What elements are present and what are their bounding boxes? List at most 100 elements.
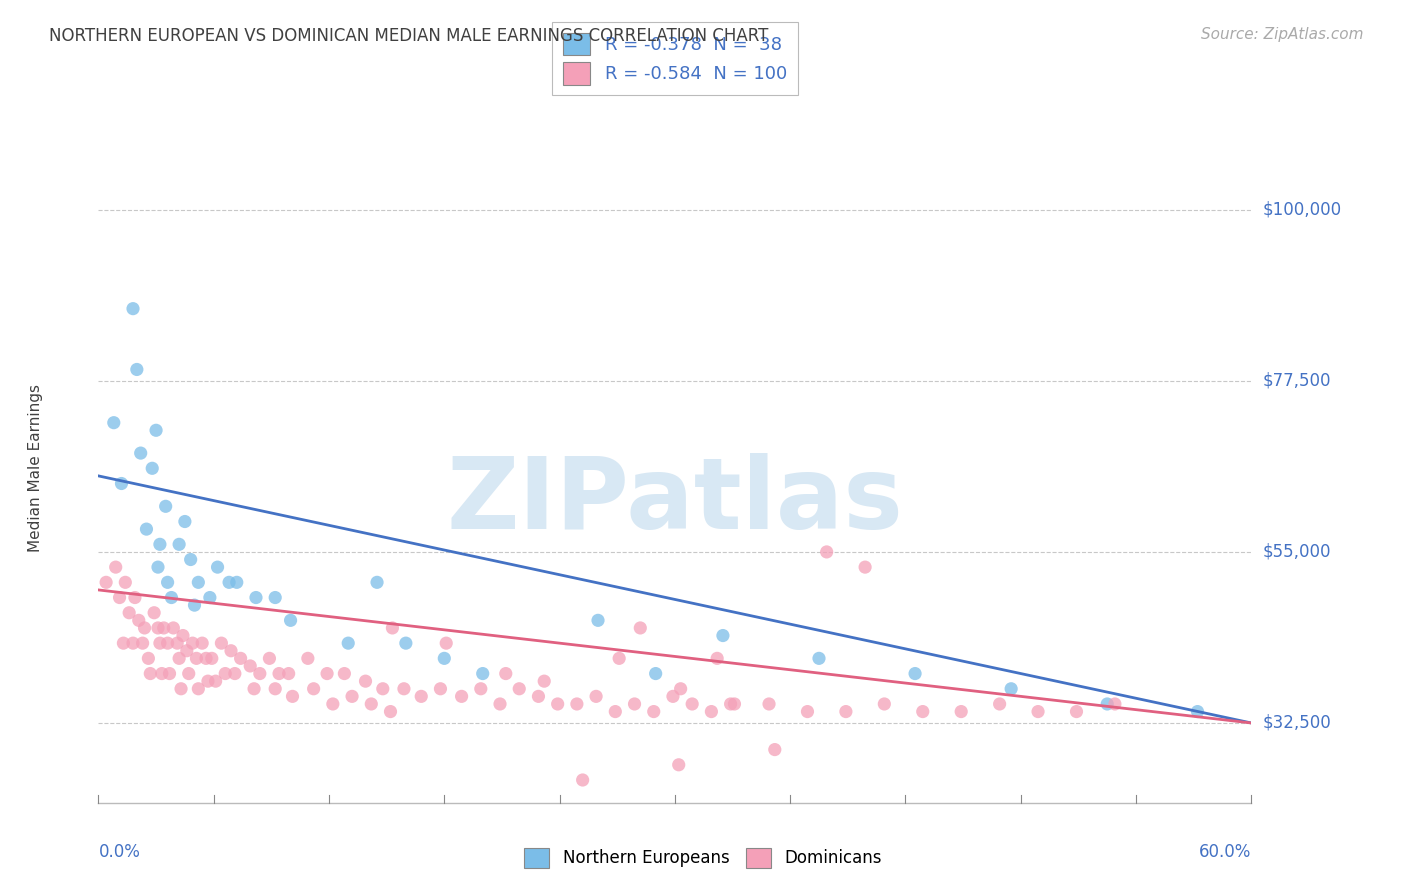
Point [586,613,609,627]
Text: $77,500: $77,500 [1263,372,1331,390]
Point [135,522,157,536]
Point [162,621,184,635]
Point [138,651,160,665]
Point [763,742,786,756]
Point [281,690,304,704]
Point [150,666,173,681]
Point [146,560,169,574]
Point [470,681,492,696]
Point [1187,705,1209,719]
Point [128,613,150,627]
Point [700,705,723,719]
Point [796,705,818,719]
Point [174,515,197,529]
Point [181,636,204,650]
Text: NORTHERN EUROPEAN VS DOMINICAN MEDIAN MALE EARNINGS CORRELATION CHART: NORTHERN EUROPEAN VS DOMINICAN MEDIAN MA… [49,27,769,45]
Point [129,446,152,460]
Point [434,636,457,650]
Point [264,591,287,605]
Text: 0.0%: 0.0% [98,843,141,861]
Point [1000,681,1022,696]
Point [366,575,388,590]
Point [316,666,339,681]
Point [1097,697,1119,711]
Point [218,575,240,590]
Point [259,651,281,665]
Point [322,697,344,711]
Point [340,690,363,704]
Point [204,674,226,689]
Point [186,651,208,665]
Point [395,636,418,650]
Point [243,681,266,696]
Point [131,636,153,650]
Point [644,666,666,681]
Point [245,591,267,605]
Point [118,606,141,620]
Point [122,301,145,316]
Point [723,697,745,711]
Point [125,362,148,376]
Point [112,636,135,650]
Point [669,681,692,696]
Point [198,591,221,605]
Point [333,666,356,681]
Point [706,651,728,665]
Point [360,697,382,711]
Point [207,560,229,574]
Point [225,575,247,590]
Point [381,621,404,635]
Point [354,674,377,689]
Point [249,666,271,681]
Point [628,621,651,635]
Point [209,636,232,650]
Point [662,690,685,704]
Point [681,697,703,711]
Point [297,651,319,665]
Point [277,666,299,681]
Point [141,461,163,475]
Point [873,697,896,711]
Point [170,681,193,696]
Text: $100,000: $100,000 [1263,201,1341,219]
Legend: Northern Europeans, Dominicans: Northern Europeans, Dominicans [517,841,889,875]
Point [807,651,830,665]
Point [104,560,127,574]
Point [605,705,627,719]
Point [429,681,451,696]
Point [145,423,167,437]
Point [571,772,593,787]
Point [450,690,472,704]
Point [177,666,200,681]
Point [146,621,169,635]
Point [187,575,209,590]
Point [180,552,202,566]
Point [183,598,205,612]
Point [167,537,190,551]
Point [264,681,287,696]
Point [124,591,146,605]
Point [195,651,218,665]
Point [623,697,645,711]
Point [711,628,734,642]
Point [302,681,325,696]
Point [1066,705,1088,719]
Point [1104,697,1126,711]
Point [565,697,588,711]
Text: Source: ZipAtlas.com: Source: ZipAtlas.com [1201,27,1364,42]
Point [433,651,456,665]
Point [950,705,973,719]
Point [720,697,742,711]
Point [110,476,132,491]
Point [149,636,172,650]
Point [607,651,630,665]
Point [201,651,224,665]
Point [835,705,858,719]
Point [853,560,876,574]
Point [337,636,360,650]
Point [114,575,136,590]
Point [380,705,402,719]
Point [176,644,198,658]
Point [495,666,517,681]
Point [172,628,194,642]
